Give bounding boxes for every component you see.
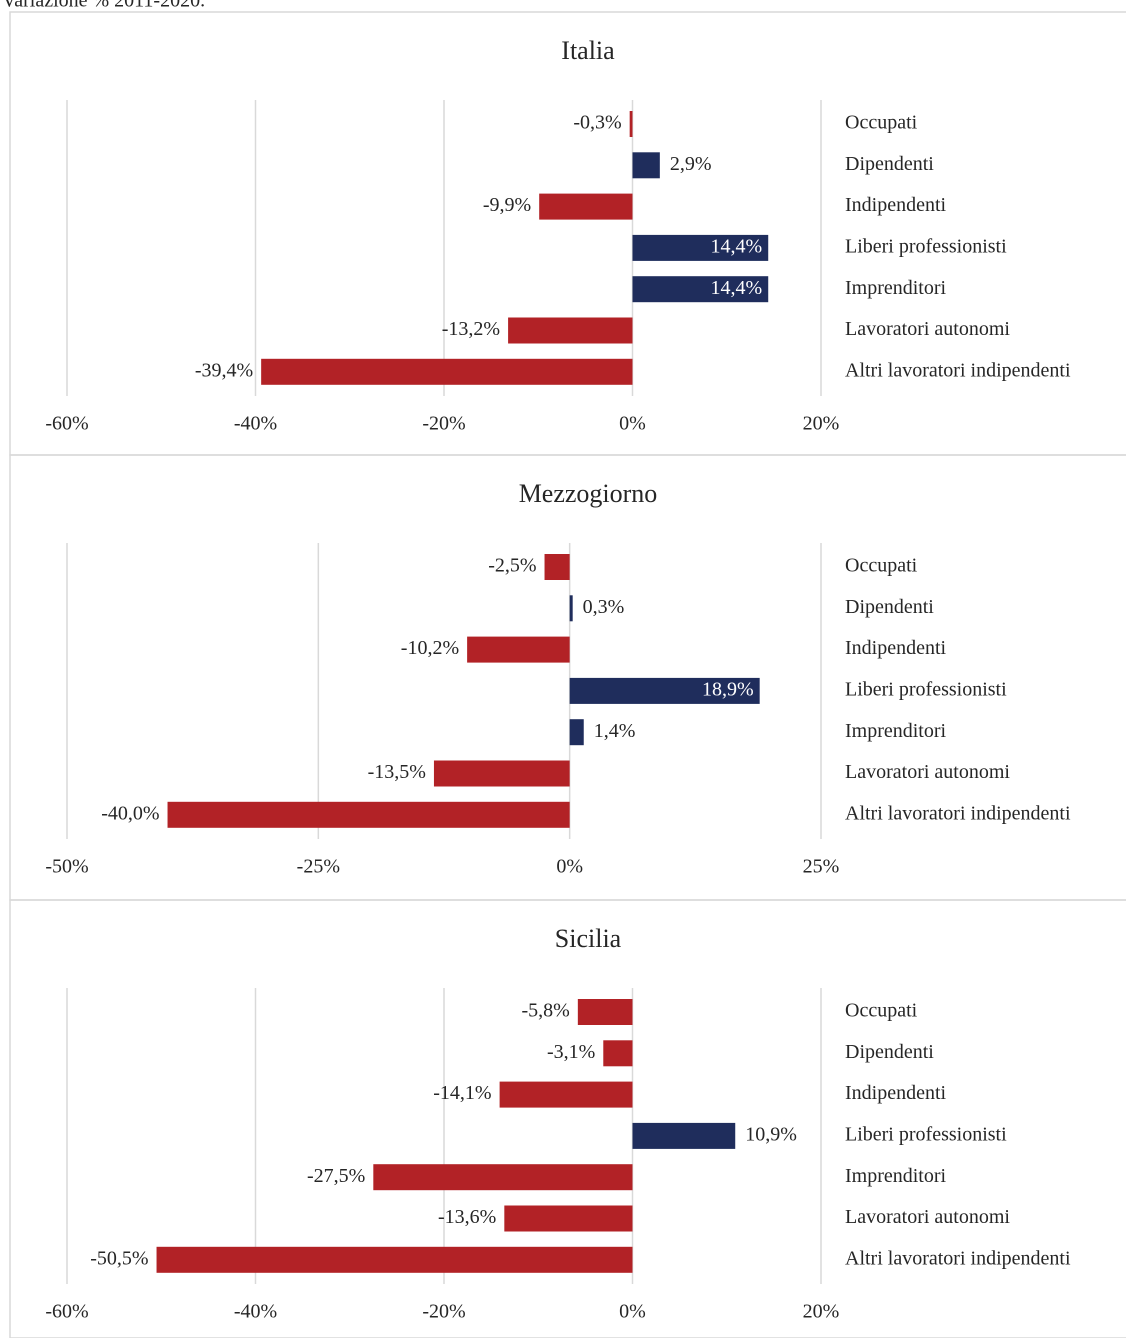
value-label: -40,0% [101, 802, 159, 824]
bar [629, 111, 633, 137]
category-label: Altri lavoratori indipendenti [845, 359, 1071, 381]
bar [504, 1205, 633, 1232]
value-label: -50,5% [90, 1247, 148, 1269]
category-label: Dipendenti [845, 1041, 934, 1063]
panel-border [9, 899, 1126, 1338]
value-label: -9,9% [483, 194, 531, 216]
bar [167, 801, 570, 828]
value-label: -13,6% [438, 1206, 496, 1228]
bar [632, 276, 769, 303]
value-label: 18,9% [702, 678, 754, 700]
bar [499, 1081, 633, 1108]
value-label: -13,5% [368, 761, 426, 783]
value-label: 14,4% [711, 277, 763, 299]
value-label: -14,1% [433, 1082, 491, 1104]
category-label: Liberi professionisti [845, 235, 1007, 257]
category-label: Dipendenti [845, 153, 934, 175]
x-tick-label: 0% [619, 1301, 646, 1323]
x-tick-label: 25% [803, 856, 840, 878]
bar [577, 999, 633, 1025]
chart-title: Sicilia [555, 924, 622, 953]
chart-title: Italia [561, 36, 615, 65]
value-label: -27,5% [307, 1165, 365, 1187]
category-label: Occupati [845, 112, 918, 134]
value-label: 1,4% [594, 720, 636, 742]
value-label: -10,2% [401, 637, 459, 659]
panel-border [9, 11, 1126, 456]
value-label: -2,5% [488, 555, 536, 577]
value-label: -13,2% [442, 318, 500, 340]
x-tick-label: -60% [45, 413, 88, 435]
x-tick-label: -40% [234, 1301, 277, 1323]
x-tick-label: 0% [556, 856, 583, 878]
value-label: -0,3% [573, 112, 621, 134]
value-label: -39,4% [195, 359, 253, 381]
bar [544, 554, 570, 580]
category-label: Indipendenti [845, 194, 947, 216]
x-tick-label: -20% [422, 1301, 465, 1323]
x-tick-label: -40% [234, 413, 277, 435]
category-label: Imprenditori [845, 277, 947, 299]
chart-title: Mezzogiorno [519, 479, 658, 508]
category-label: Liberi professionisti [845, 1123, 1007, 1145]
category-label: Occupati [845, 555, 918, 577]
bar [467, 636, 570, 663]
value-label: 10,9% [745, 1123, 797, 1145]
category-label: Dipendenti [845, 596, 934, 618]
category-label: Imprenditori [845, 1165, 947, 1187]
category-label: Indipendenti [845, 1082, 947, 1104]
bar [508, 317, 633, 344]
category-label: Lavoratori autonomi [845, 1206, 1010, 1228]
category-label: Occupati [845, 1000, 918, 1022]
bar [261, 358, 633, 385]
bar [632, 234, 769, 261]
value-label: 0,3% [583, 596, 625, 618]
value-label: -3,1% [547, 1041, 595, 1063]
category-label: Lavoratori autonomi [845, 761, 1010, 783]
x-tick-label: -60% [45, 1301, 88, 1323]
category-label: Imprenditori [845, 720, 947, 742]
x-tick-label: -25% [297, 856, 340, 878]
value-label: 14,4% [711, 235, 763, 257]
bar [632, 1122, 736, 1149]
x-tick-label: 20% [803, 413, 840, 435]
bar [539, 193, 633, 220]
category-label: Altri lavoratori indipendenti [845, 802, 1071, 824]
bar [569, 677, 760, 704]
bar [569, 719, 584, 746]
value-label: 2,9% [670, 153, 712, 175]
caption: Variazione % 2011-2020. [2, 0, 205, 12]
x-tick-label: 0% [619, 413, 646, 435]
category-label: Lavoratori autonomi [845, 318, 1010, 340]
x-tick-label: -20% [422, 413, 465, 435]
bar [156, 1246, 633, 1273]
bar [603, 1040, 633, 1067]
category-label: Liberi professionisti [845, 678, 1007, 700]
x-tick-label: -50% [45, 856, 88, 878]
bar [433, 760, 570, 787]
bar [569, 595, 573, 622]
bar [373, 1164, 633, 1191]
x-tick-label: 20% [803, 1301, 840, 1323]
category-label: Indipendenti [845, 637, 947, 659]
category-label: Altri lavoratori indipendenti [845, 1247, 1071, 1269]
bar [632, 152, 660, 179]
value-label: -5,8% [522, 1000, 570, 1022]
